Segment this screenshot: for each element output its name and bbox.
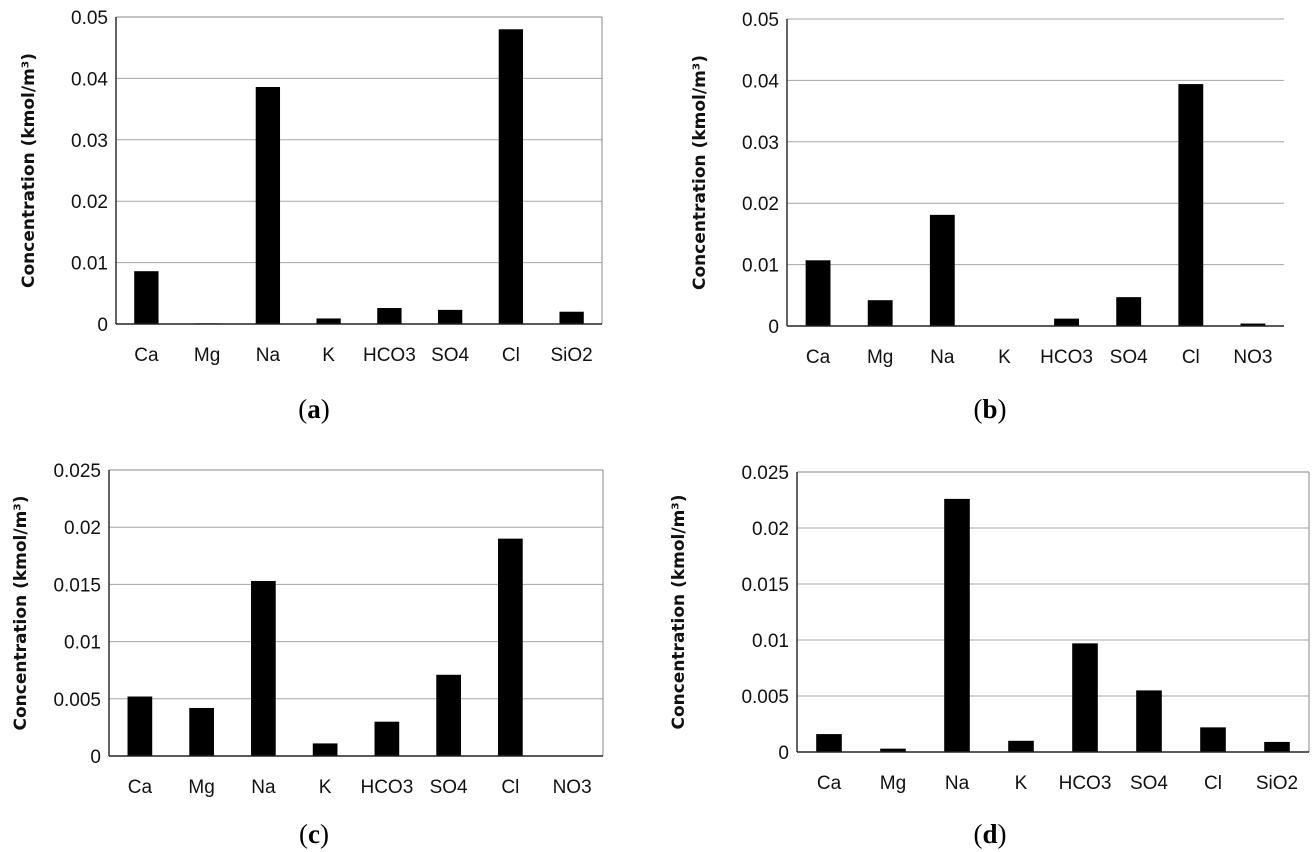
x-tick-label: Ca [128, 777, 153, 798]
y-tick-label: 0.01 [742, 256, 779, 277]
x-tick-label: K [998, 347, 1011, 368]
bar-hco3 [374, 721, 400, 756]
bar-sio2 [1264, 741, 1290, 752]
x-tick-label: HCO3 [360, 777, 413, 798]
y-tick-label: 0 [90, 747, 101, 768]
bar-mg [189, 707, 214, 756]
x-tick-label: NO3 [553, 777, 592, 798]
x-tick-label: K [1015, 773, 1028, 794]
bar-sio2 [559, 311, 584, 324]
bar-so4 [437, 309, 463, 324]
y-tick-label: 0 [778, 743, 789, 764]
bar-mg [867, 300, 893, 326]
bar-so4 [1116, 297, 1142, 326]
bar-cl [1200, 727, 1226, 752]
y-tick-label: 0.03 [742, 133, 779, 154]
y-tick-label: 0.02 [71, 192, 108, 213]
x-tick-label: K [319, 777, 332, 798]
x-tick-label: HCO3 [1059, 773, 1112, 794]
bar-ca [127, 696, 153, 756]
y-tick-label: 0.005 [53, 690, 101, 711]
bar-na [929, 214, 955, 326]
y-tick-label: 0.02 [742, 194, 779, 215]
y-tick-label: 0.02 [64, 518, 101, 539]
x-tick-label: Cl [1182, 347, 1200, 368]
bar-hco3 [1054, 318, 1079, 326]
x-tick-label: SiO2 [1256, 773, 1298, 794]
x-tick-label: Mg [194, 345, 220, 366]
x-tick-label: NO3 [1233, 347, 1272, 368]
bar-so4 [1136, 690, 1162, 752]
bar-k [316, 318, 341, 324]
chart-panel-c: 0 0.005 0.01 0.015 0.02 0.025 Ca Mg Na K HCO3 SO4 Cl… [11, 461, 604, 849]
y-tick-label: 0.02 [752, 519, 789, 540]
bar-ca [134, 271, 159, 324]
bar-ca [805, 260, 831, 326]
y-tick-label: 0.025 [741, 463, 789, 484]
x-tick-label: K [322, 345, 335, 366]
y-axis-label: Concentration (kmol/m³) [669, 494, 689, 729]
x-tick-label: Ca [806, 347, 831, 368]
y-tick-label: 0.01 [64, 633, 101, 654]
y-tick-label: 0.03 [71, 131, 108, 152]
y-tick-label: 0.025 [53, 461, 101, 482]
y-tick-label: 0.04 [742, 71, 779, 92]
bar-so4 [436, 674, 461, 756]
bar-hco3 [377, 308, 402, 324]
x-tick-label: Mg [880, 773, 906, 794]
x-tick-label: Na [945, 773, 970, 794]
x-tick-label: HCO3 [1040, 347, 1093, 368]
bar-cl [498, 29, 524, 325]
bar-na [251, 580, 276, 756]
panel-caption: (a) [298, 394, 330, 424]
bar-ca [816, 734, 842, 752]
x-tick-label: Na [256, 345, 281, 366]
panel-caption: (b) [973, 394, 1006, 424]
bar-hco3 [1072, 643, 1098, 752]
x-tick-label: SO4 [1110, 347, 1148, 368]
chart-panel-a: 0 0.01 0.02 0.03 0.04 0.05 Ca Mg Na K HCO3 SO4 Cl SiO… [19, 8, 603, 424]
x-tick-label: Na [930, 347, 955, 368]
y-tick-label: 0.015 [53, 575, 101, 596]
x-tick-label: Ca [817, 773, 842, 794]
bar-na [255, 86, 281, 324]
y-tick-label: 0.01 [752, 631, 789, 652]
x-tick-label: Mg [188, 777, 214, 798]
bar-mg [880, 748, 906, 752]
y-tick-label: 0.01 [71, 254, 108, 275]
bar-cl [1178, 84, 1204, 326]
x-tick-label: SO4 [430, 777, 468, 798]
y-axis-label: Concentration (kmol/m³) [19, 53, 39, 288]
y-tick-label: 0.05 [71, 8, 108, 29]
x-tick-label: SiO2 [551, 345, 593, 366]
x-tick-label: Cl [502, 345, 520, 366]
y-tick-label: 0 [97, 315, 108, 336]
bar-no3 [1240, 323, 1266, 326]
x-tick-label: HCO3 [363, 345, 416, 366]
y-axis-label: Concentration (kmol/m³) [11, 495, 31, 730]
bar-k [1008, 740, 1034, 752]
x-tick-label: SO4 [1130, 773, 1168, 794]
y-tick-label: 0.04 [71, 69, 108, 90]
chart-panel-b: 0 0.01 0.02 0.03 0.04 0.05 Ca Mg Na K HCO3 SO4 Cl NO3… [690, 10, 1284, 424]
y-tick-label: 0.05 [742, 10, 779, 31]
y-axis-label: Concentration (kmol/m³) [690, 55, 710, 290]
y-tick-label: 0 [768, 317, 779, 338]
x-tick-label: Na [251, 777, 276, 798]
y-tick-label: 0.005 [741, 687, 789, 708]
y-tick-label: 0.015 [741, 575, 789, 596]
panel-caption: (c) [299, 819, 329, 849]
panel-caption: (d) [973, 819, 1006, 849]
x-tick-label: Ca [134, 345, 159, 366]
x-tick-label: SO4 [431, 345, 469, 366]
bar-na [944, 498, 970, 752]
bar-cl [498, 538, 523, 756]
x-tick-label: Cl [1204, 773, 1222, 794]
x-tick-label: Mg [867, 347, 893, 368]
bar-k [312, 743, 338, 756]
x-tick-label: Cl [501, 777, 519, 798]
chart-panel-d: 0 0.005 0.01 0.015 0.02 0.025 Ca Mg Na K HCO3 SO4 Cl… [669, 463, 1310, 849]
